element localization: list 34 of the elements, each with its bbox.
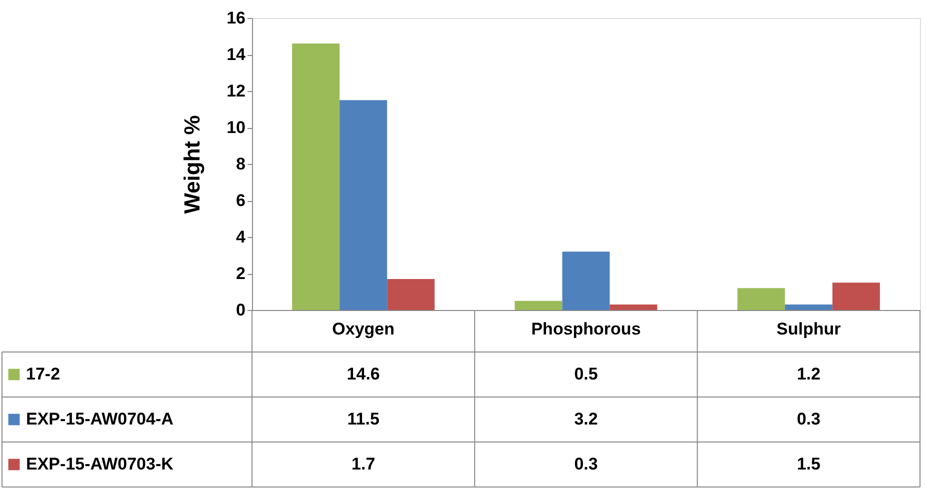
x-tick-label: Sulphur <box>776 320 842 338</box>
data-label: 14.6 <box>346 364 380 384</box>
y-tick-label: 2 <box>236 264 246 283</box>
y-tick-label: 4 <box>236 228 246 246</box>
data-label: 1.2 <box>796 364 820 384</box>
x-tick-label: Phosphorous <box>531 320 641 338</box>
x-tick-label: Oxygen <box>332 320 395 338</box>
legend-label: 17-2 <box>26 364 60 384</box>
legend-label: EXP-15-AW0703-K <box>26 454 174 474</box>
bar <box>514 300 562 310</box>
bar <box>387 278 435 310</box>
bar <box>784 304 832 310</box>
y-tick-label: 0 <box>236 300 246 320</box>
data-label: 0.3 <box>574 454 598 474</box>
bar <box>292 44 340 310</box>
y-tick-label: 8 <box>236 154 246 174</box>
bar <box>737 288 785 310</box>
data-label: 0.3 <box>796 410 820 428</box>
data-label: 11.5 <box>347 410 380 428</box>
y-axis-title: Weight % <box>180 115 205 214</box>
y-tick-label: 6 <box>236 191 246 210</box>
data-label: 1.5 <box>796 454 820 474</box>
legend-label: EXP-15-AW0704-A <box>26 410 174 428</box>
y-tick-label: 16 <box>226 8 246 28</box>
data-label: 3.2 <box>574 410 598 428</box>
bar <box>340 100 388 310</box>
bar <box>562 252 610 310</box>
bar <box>832 282 880 310</box>
bar <box>610 304 658 310</box>
data-label: 1.7 <box>352 454 376 474</box>
y-tick-label: 12 <box>226 82 246 100</box>
data-label: 0.5 <box>574 364 598 384</box>
y-tick-label: 14 <box>226 45 246 64</box>
y-tick-label: 10 <box>226 118 246 137</box>
